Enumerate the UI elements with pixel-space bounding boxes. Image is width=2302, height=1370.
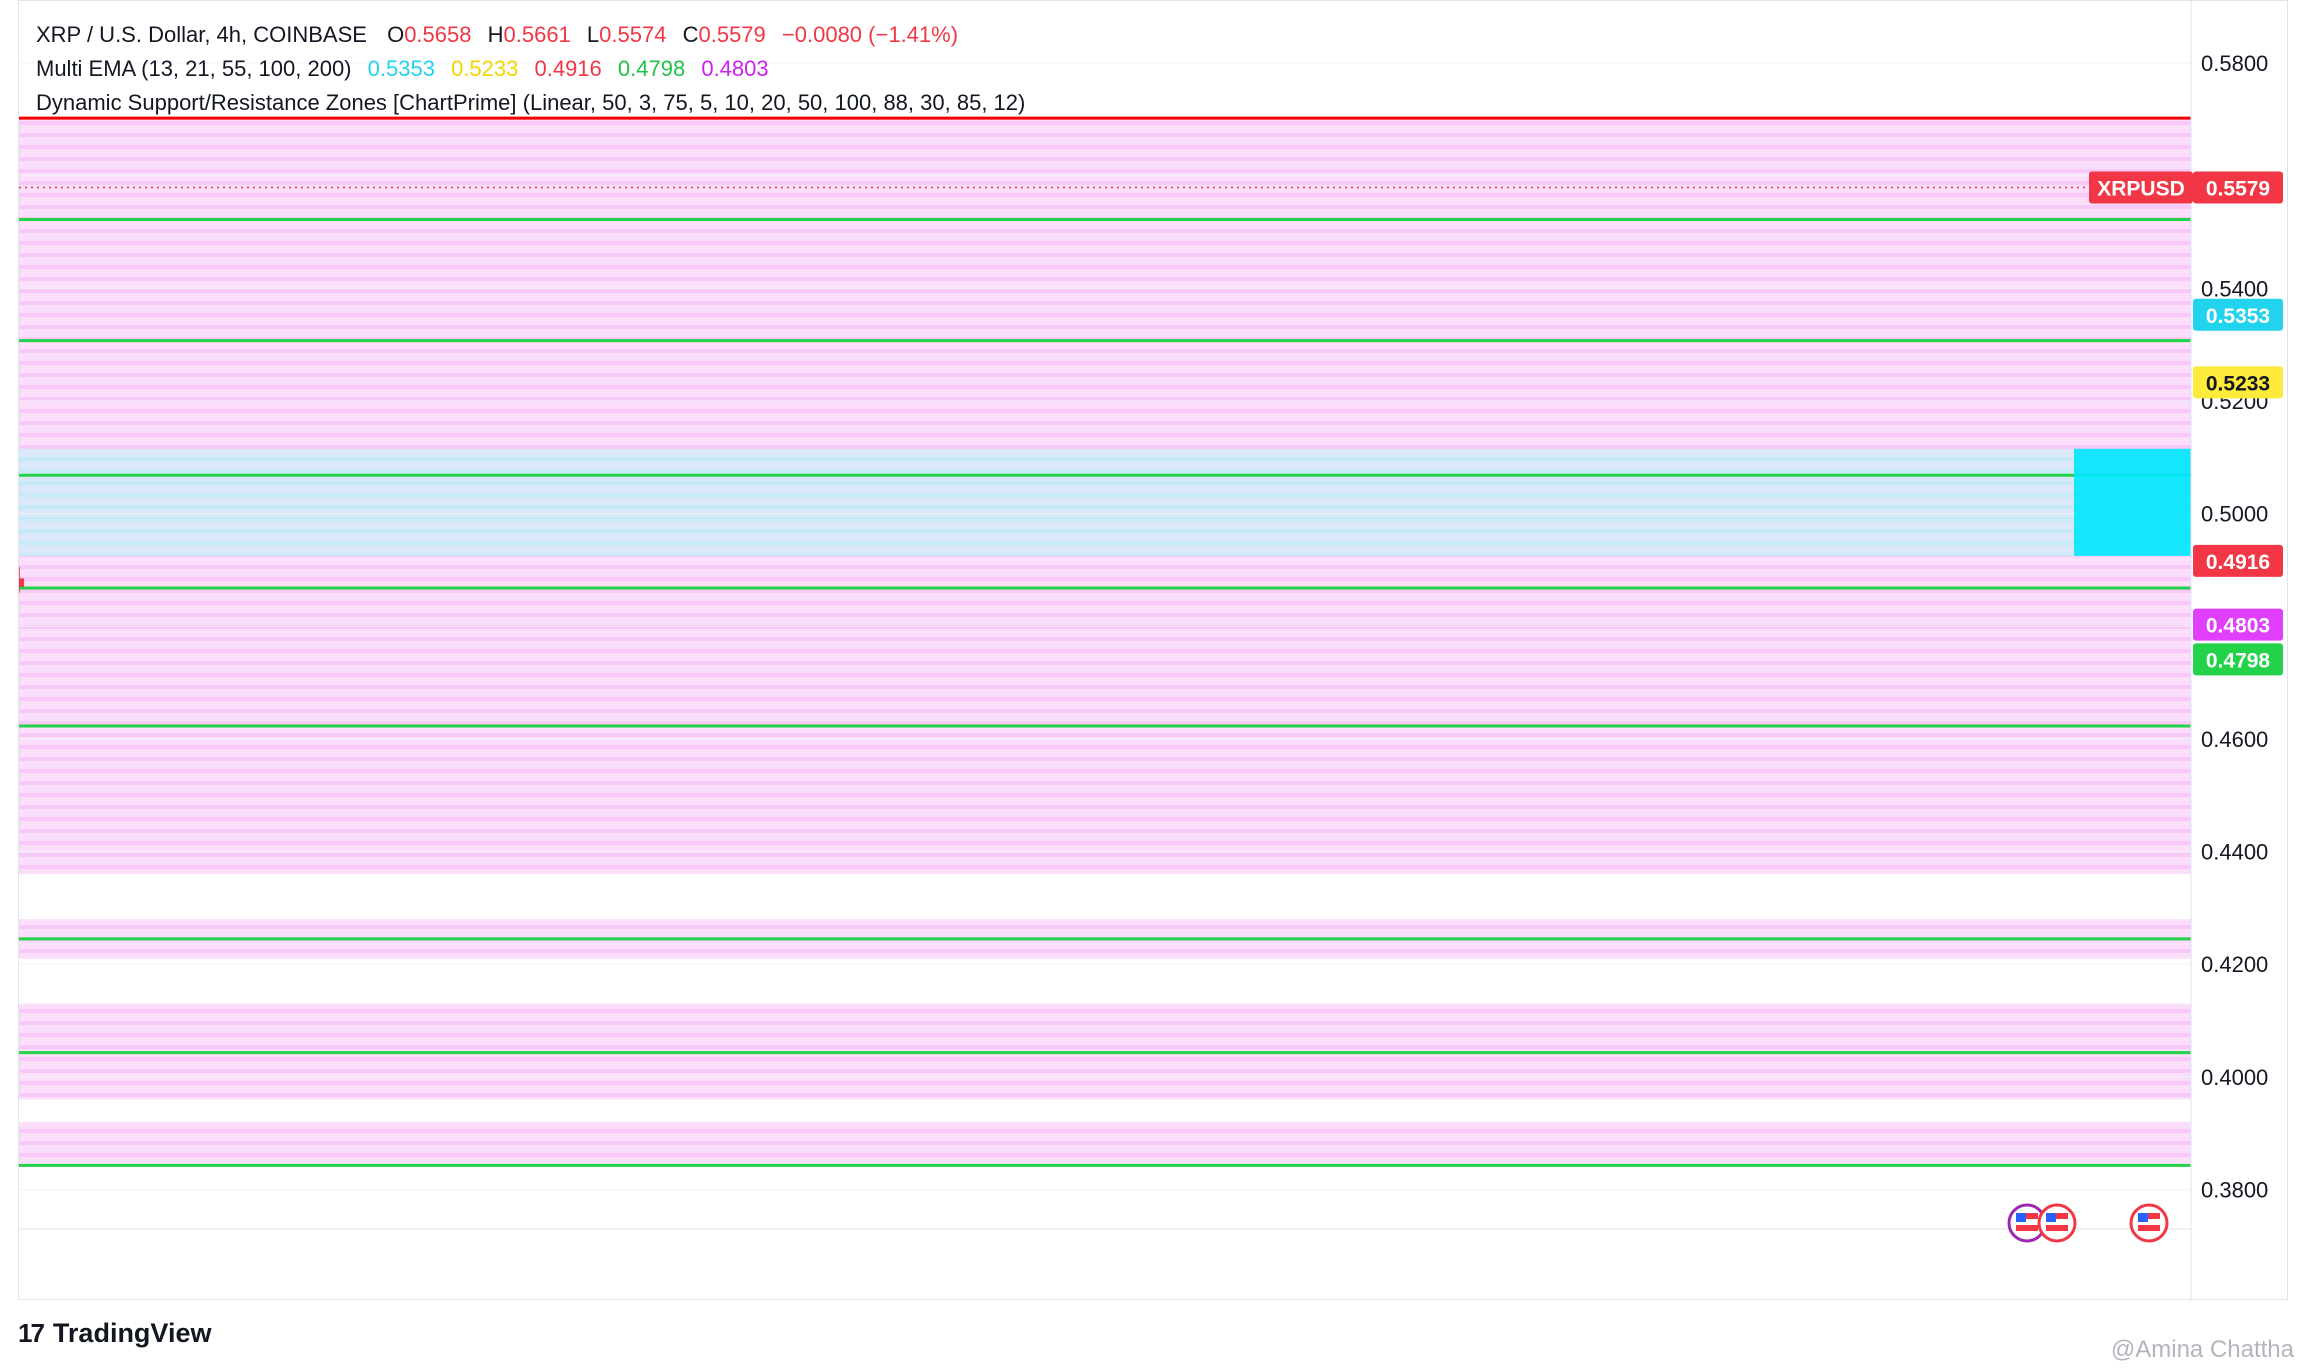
zone-marker (2074, 448, 2191, 556)
legend-ema-title[interactable]: Multi EMA (13, 21, 55, 100, 200) (36, 56, 352, 81)
legend-ema200: 0.4803 (701, 56, 769, 81)
legend-ema100: 0.4798 (617, 56, 686, 81)
chart-canvas[interactable]: 0.38000.40000.42000.44000.46000.48000.50… (19, 1, 2289, 1301)
legend-ema21: 0.5233 (451, 56, 519, 81)
levels-layer (19, 116, 2191, 1167)
y-tick-label: 0.4400 (2201, 840, 2268, 865)
candle-body (19, 578, 24, 587)
price-tag-bg (2193, 366, 2283, 399)
y-tick-label: 0.5000 (2201, 502, 2268, 527)
event-flag-icon (2037, 1203, 2077, 1243)
price-tag-label: 0.4916 (2206, 551, 2270, 574)
legend-close: 0.5579 (698, 22, 766, 47)
legend-ema55: 0.4916 (534, 56, 602, 81)
zone-band (19, 1121, 2191, 1168)
legend-open: 0.5658 (404, 22, 472, 47)
event-flag-stripe (2138, 1225, 2160, 1231)
legend-symbol[interactable]: XRP / U.S. Dollar, 4h, COINBASE (36, 22, 367, 47)
event-flag-icon (2129, 1203, 2169, 1243)
price-tag-bg (2193, 608, 2283, 641)
tradingview-logo-icon: 17 (18, 1318, 45, 1348)
legend-row-zones: Dynamic Support/Resistance Zones [ChartP… (36, 86, 1025, 120)
y-tick-label: 0.5800 (2201, 51, 2268, 76)
event-flag-stripe (2046, 1213, 2068, 1219)
y-tick-label: 0.4200 (2201, 952, 2268, 977)
y-tick-label: 0.3800 (2201, 1178, 2268, 1203)
price-tags: XRPUSD 0.5579 0.5353 0.5233 0.4916 0.4803 0.47… (2089, 171, 2283, 676)
price-tag-label: 0.5233 (2206, 372, 2270, 395)
legend-close-label: C (682, 22, 699, 47)
x-axis: 242628Jul35810121517 (19, 1, 2192, 1301)
legend-high-label: H (487, 22, 504, 47)
event-flag-canton (2046, 1213, 2056, 1222)
grid-layer (19, 62, 2191, 1191)
zones-layer (19, 118, 2191, 1168)
event-flag-stripe (2046, 1225, 2068, 1231)
icons-layer (2007, 1203, 2169, 1243)
price-tag-bg (2089, 171, 2193, 204)
event-flag-canton (2138, 1213, 2148, 1222)
tradingview-logo[interactable]: 17 TradingView (18, 1318, 211, 1349)
price-tag-label: 0.4803 (2206, 615, 2270, 638)
legend-row-symbol: XRP / U.S. Dollar, 4h, COINBASE O0.5658 … (36, 18, 1025, 52)
chart-frame: 0.38000.40000.42000.44000.46000.48000.50… (18, 0, 2289, 1301)
price-tag-bg (2193, 643, 2283, 676)
price-tag-label: 0.4798 (2206, 649, 2271, 672)
price-tag-bg (2193, 544, 2283, 577)
candle (19, 567, 24, 593)
legend-open-label: O (387, 22, 405, 47)
zone-band (19, 448, 2191, 556)
legend-high: 0.5661 (503, 22, 571, 47)
event-flag-stripe (2016, 1225, 2038, 1231)
tradingview-brand: TradingView (52, 1318, 212, 1348)
legend-low: 0.5574 (599, 22, 667, 47)
y-tick-label: 0.5400 (2201, 276, 2268, 301)
candles-layer (19, 567, 24, 593)
author-watermark: @Amina Chattha (2110, 1336, 2294, 1363)
price-tag-bg (2193, 298, 2283, 331)
legend-row-ema: Multi EMA (13, 21, 55, 100, 200) 0.5353 … (36, 52, 1025, 86)
legend-low-label: L (586, 22, 600, 47)
legend-ema13: 0.5353 (367, 56, 435, 81)
price-tag-label: 0.5353 (2206, 305, 2270, 328)
price-tag-label: XRPUSD (2097, 177, 2185, 200)
event-flag-stripe (2138, 1213, 2160, 1219)
price-tag-label: 0.5579 (2206, 177, 2270, 200)
y-tick-label: 0.4600 (2201, 727, 2268, 752)
price-tag-bg (2193, 171, 2283, 204)
chart-legend: XRP / U.S. Dollar, 4h, COINBASE O0.5658 … (36, 18, 1025, 120)
legend-change: −0.0080 (−1.41%) (781, 22, 959, 47)
event-flag-stripe (2016, 1213, 2038, 1219)
y-tick-label: 0.4000 (2201, 1065, 2268, 1090)
legend-zones-title[interactable]: Dynamic Support/Resistance Zones [ChartP… (36, 90, 1026, 115)
event-flag-canton (2016, 1213, 2026, 1222)
